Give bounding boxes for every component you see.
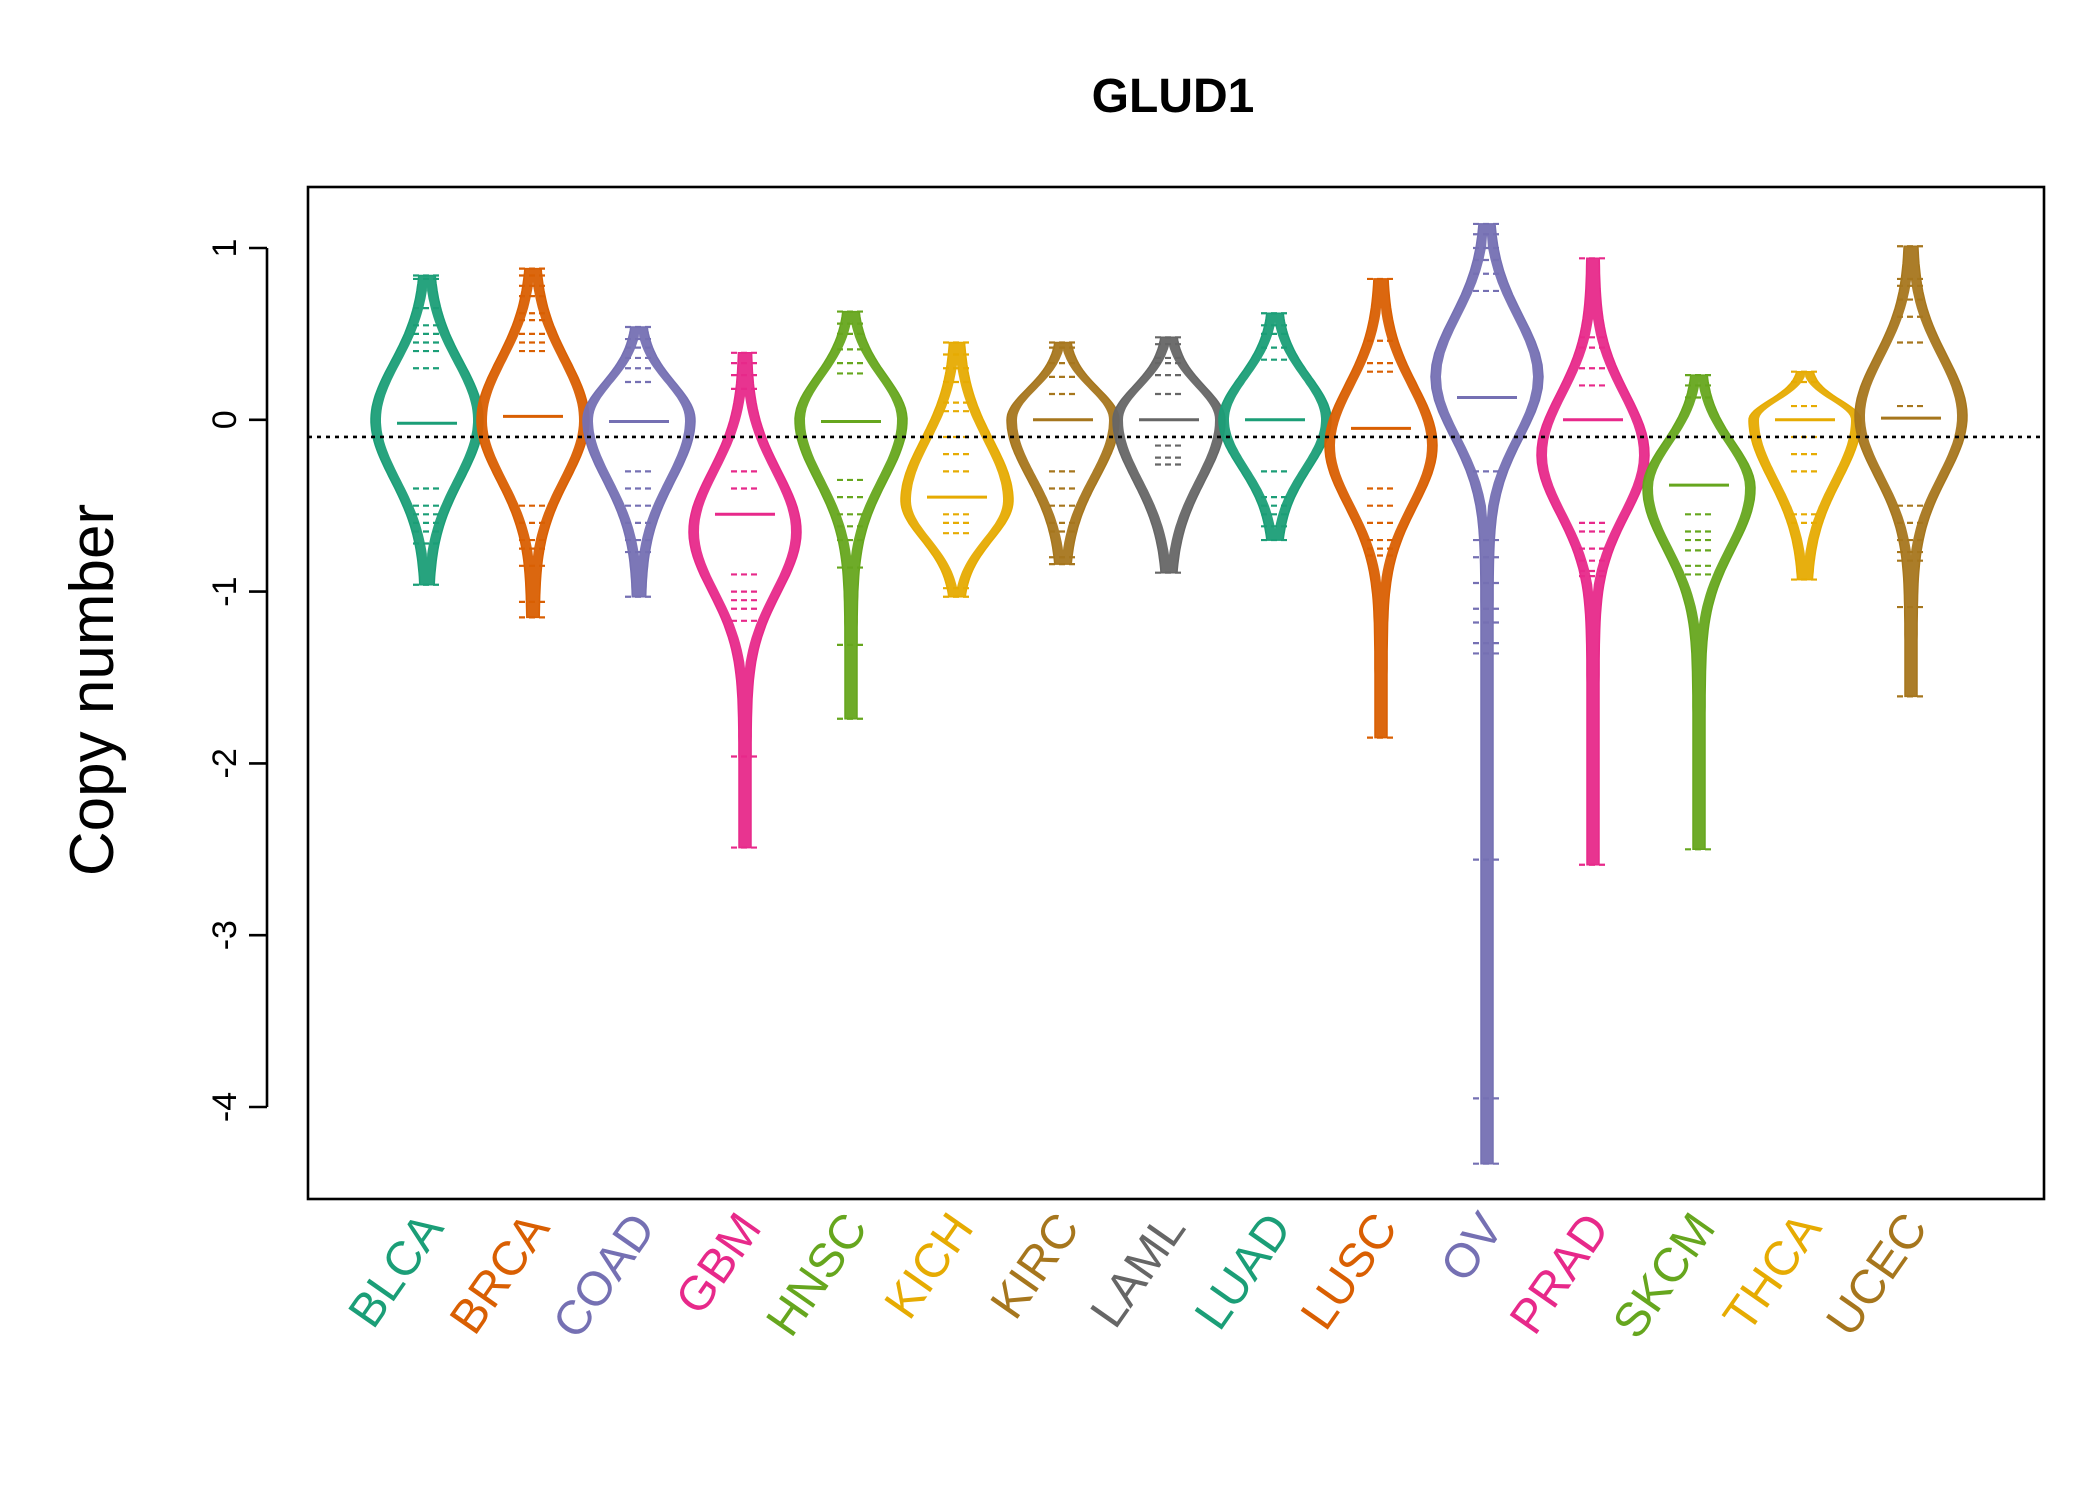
x-tick-label-ucec: UCEC [1817,1204,1938,1346]
x-tick-label-gbm: GBM [666,1204,772,1324]
x-tick-label-thca: THCA [1714,1204,1832,1341]
bean-core [1017,342,1109,565]
x-tick-label-coad: COAD [543,1204,666,1348]
bean-hnsc [794,310,908,720]
bean-core [1653,375,1745,850]
bean-lusc [1324,277,1438,739]
x-tick-label-lusc: LUSC [1291,1204,1408,1339]
bean-core [1123,337,1215,573]
bean-kirc [1006,341,1120,566]
bean-core [487,268,579,618]
y-axis: 1 0 -1 -2 -3 -4 [206,239,269,1122]
x-tick-label-skcm: SKCM [1603,1204,1726,1348]
y-tick-label: 0 [206,410,244,429]
x-tick-label-luad: LUAD [1185,1204,1302,1339]
bean-core [1865,246,1957,697]
bean-core [1335,278,1427,738]
y-axis-label: Copy number [58,504,127,876]
bean-kich [900,341,1014,598]
y-tick-label: -3 [206,920,244,950]
bean-skcm [1642,374,1756,851]
bean-core [1759,371,1851,580]
bean-brca [476,267,590,619]
bean-gbm [688,351,802,849]
x-tick-label-brca: BRCA [440,1204,560,1344]
x-tick-label-prad: PRAD [1500,1204,1620,1344]
plot-frame [306,185,2046,1201]
x-tick-label-hnsc: HNSC [757,1204,878,1346]
bean-core [1441,223,1533,1164]
bean-ov [1430,222,1544,1165]
x-tick-label-blca: BLCA [339,1204,454,1337]
x-tick-label-laml: LAML [1081,1204,1196,1337]
chart-title: GLUD1 [1092,70,1255,123]
bean-prad [1536,257,1650,866]
bean-core [1229,313,1321,541]
bean-coad [582,325,696,598]
beans [370,222,1968,1165]
bean-laml [1112,336,1226,574]
x-tick-label-kirc: KIRC [981,1204,1090,1328]
x-tick-label-kich: KICH [875,1204,984,1328]
y-tick-label: -1 [206,576,244,606]
y-tick-label: -4 [206,1092,244,1122]
bean-ucec [1854,245,1968,698]
bean-core [593,327,685,597]
bean-thca [1748,370,1862,581]
bean-core [911,342,1003,597]
y-tick-label: 1 [206,239,244,258]
y-tick-label: -2 [206,748,244,778]
bean-core [381,275,473,585]
x-tick-label-ov: OV [1431,1204,1514,1291]
bean-luad [1218,312,1332,542]
bean-blca [370,274,484,586]
